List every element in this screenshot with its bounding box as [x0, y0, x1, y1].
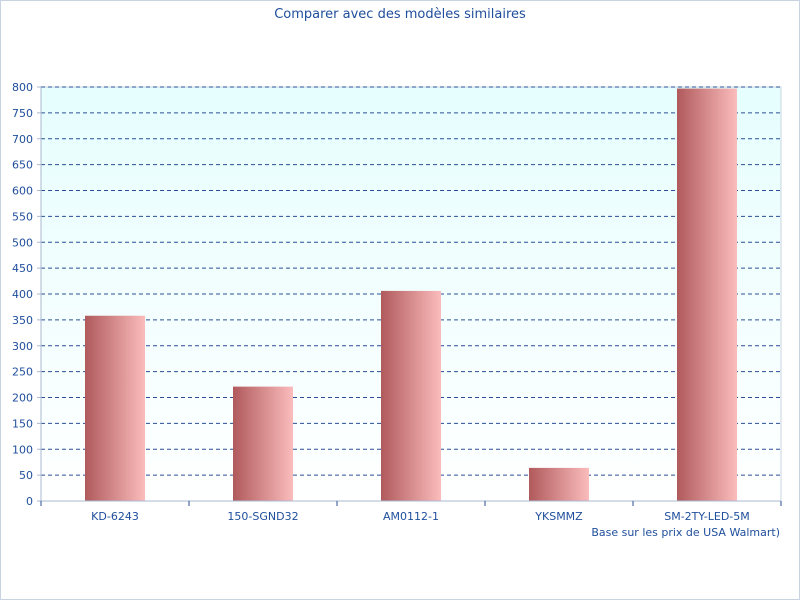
bar-yksmmz[interactable]	[529, 467, 589, 501]
y-tick-label: 500	[12, 236, 33, 249]
price-source-note: Base sur les prix de USA Walmart)	[591, 526, 780, 539]
y-tick-label: 450	[12, 262, 33, 275]
y-tick-label: 150	[12, 417, 33, 430]
y-tick-label: 800	[12, 81, 33, 94]
y-tick-label: 750	[12, 107, 33, 120]
bar-sm-2ty-led-5m[interactable]	[677, 88, 737, 502]
bar-am0112-1[interactable]	[381, 290, 441, 501]
bar-150-sgnd32[interactable]	[233, 386, 293, 501]
y-tick-label: 700	[12, 133, 33, 146]
x-tick-label: YKSMMZ	[534, 510, 583, 523]
y-tick-label: 400	[12, 288, 33, 301]
y-axis: 0 50 100 150 200 250 300 350 400 450 500 550 600 650 7…	[12, 81, 42, 508]
y-tick-label: 50	[19, 469, 33, 482]
y-tick-label: 650	[12, 159, 33, 172]
grid-lines	[41, 86, 781, 476]
bar-kd-6243[interactable]	[85, 315, 145, 501]
y-tick-label: 300	[12, 340, 33, 353]
x-tick-label: AM0112-1	[383, 510, 439, 523]
y-tick-label: 0	[26, 495, 33, 508]
y-tick-label: 200	[12, 392, 33, 405]
y-tick-label: 350	[12, 314, 33, 327]
bars	[85, 88, 737, 502]
y-tick-label: 250	[12, 366, 33, 379]
x-tick-label: SM-2TY-LED-5M	[664, 510, 750, 523]
x-axis: KD-6243 150-SGND32 AM0112-1 YKSMMZ SM-2TY-LE…	[40, 500, 782, 523]
x-tick-label: 150-SGND32	[227, 510, 298, 523]
y-tick-label: 600	[12, 185, 33, 198]
y-tick-label: 100	[12, 443, 33, 456]
x-tick-label: KD-6243	[91, 510, 139, 523]
chart-title: Comparer avec des modèles similaires	[274, 7, 526, 22]
y-tick-label: 550	[12, 210, 33, 223]
